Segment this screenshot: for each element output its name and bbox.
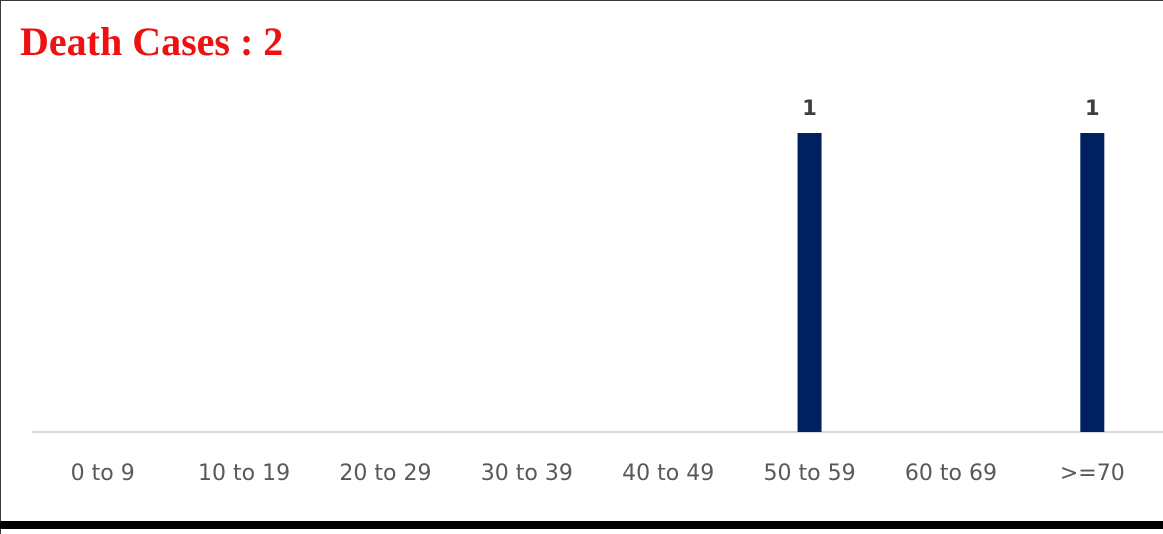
x-tick-labels-group: 0 to 9 10 to 19 20 to 29 30 to 39 40 to 49 50…	[71, 461, 1125, 486]
x-tick-label-6: 60 to 69	[905, 461, 997, 486]
bottom-rule	[0, 521, 1163, 529]
bar-7	[1080, 133, 1105, 432]
data-label-5: 1	[802, 96, 817, 120]
chart-title: Death Cases : 2	[20, 19, 284, 64]
x-tick-label-5: 50 to 59	[764, 461, 856, 486]
bars-group	[797, 133, 1105, 432]
bar-5	[797, 133, 822, 432]
x-tick-label-0: 0 to 9	[71, 461, 135, 486]
x-tick-label-7: >=70	[1060, 461, 1125, 486]
x-tick-label-3: 30 to 39	[481, 461, 573, 486]
x-tick-label-4: 40 to 49	[622, 461, 714, 486]
x-tick-label-2: 20 to 29	[339, 461, 431, 486]
data-label-7: 1	[1085, 96, 1100, 120]
x-tick-label-1: 10 to 19	[198, 461, 290, 486]
